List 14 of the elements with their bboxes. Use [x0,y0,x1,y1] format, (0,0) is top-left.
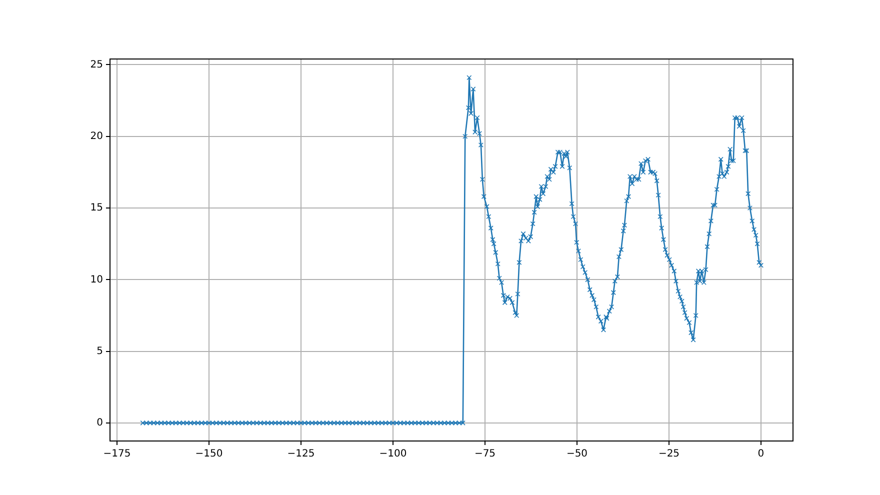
x-tick-label: −25 [658,448,680,460]
y-tick-label: 0 [96,418,103,429]
y-tick-label: 10 [90,274,103,286]
x-tick-label: −150 [195,448,223,460]
y-tick-label: 15 [90,202,103,214]
x-tick-label: 0 [758,448,764,460]
x-tick-label: −50 [566,448,588,460]
x-tick-label: −75 [474,448,496,460]
y-tick-label: 25 [90,59,103,70]
x-tick-label: −125 [287,448,315,460]
y-tick-label: 5 [96,346,103,357]
x-tick-label: −100 [379,448,407,460]
x-tick-label: −175 [103,448,131,460]
y-tick-label: 20 [90,130,103,142]
